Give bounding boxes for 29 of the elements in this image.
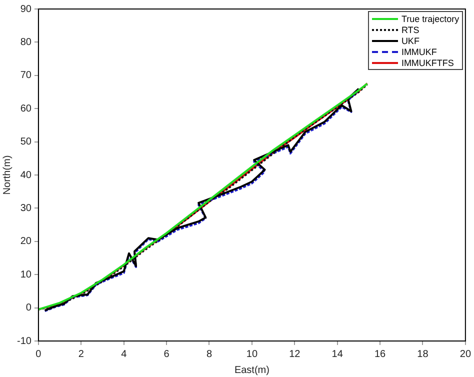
x-tick-label: 12 [289,348,301,360]
y-tick-label: 20 [20,236,32,248]
legend-label: IMMUKFTFS [401,58,454,68]
x-tick-label: 14 [332,348,344,360]
y-tick-label: 60 [20,103,32,114]
y-tick-label: 50 [20,136,32,148]
x-tick-label: 18 [417,348,429,360]
x-tick-label: 2 [78,348,84,360]
x-axis-title: East(m) [234,364,270,376]
y-tick-label: 30 [20,202,32,214]
x-tick-label: 4 [121,348,128,360]
x-tick-label: 16 [374,348,386,360]
x-tick-label: 8 [206,348,212,360]
y-tick-label: 80 [20,36,32,48]
y-tick-label: 70 [20,70,32,82]
y-axis-title: North(m) [2,155,13,195]
legend-label: RTS [401,24,420,34]
x-tick-label: 6 [164,348,170,360]
x-tick-label: 0 [36,348,42,360]
y-tick-label: 10 [20,269,32,280]
y-tick-label: 40 [20,170,32,181]
y-tick-label: 90 [20,4,32,15]
legend-label: UKF [401,36,420,46]
legend-label: True trajectory [401,14,460,24]
y-tick-label: -10 [17,336,32,347]
y-tick-label: 0 [26,302,32,314]
legend-label: IMMUKF [401,46,437,56]
x-tick-label: 20 [460,348,472,360]
x-tick-label: 10 [246,348,258,360]
